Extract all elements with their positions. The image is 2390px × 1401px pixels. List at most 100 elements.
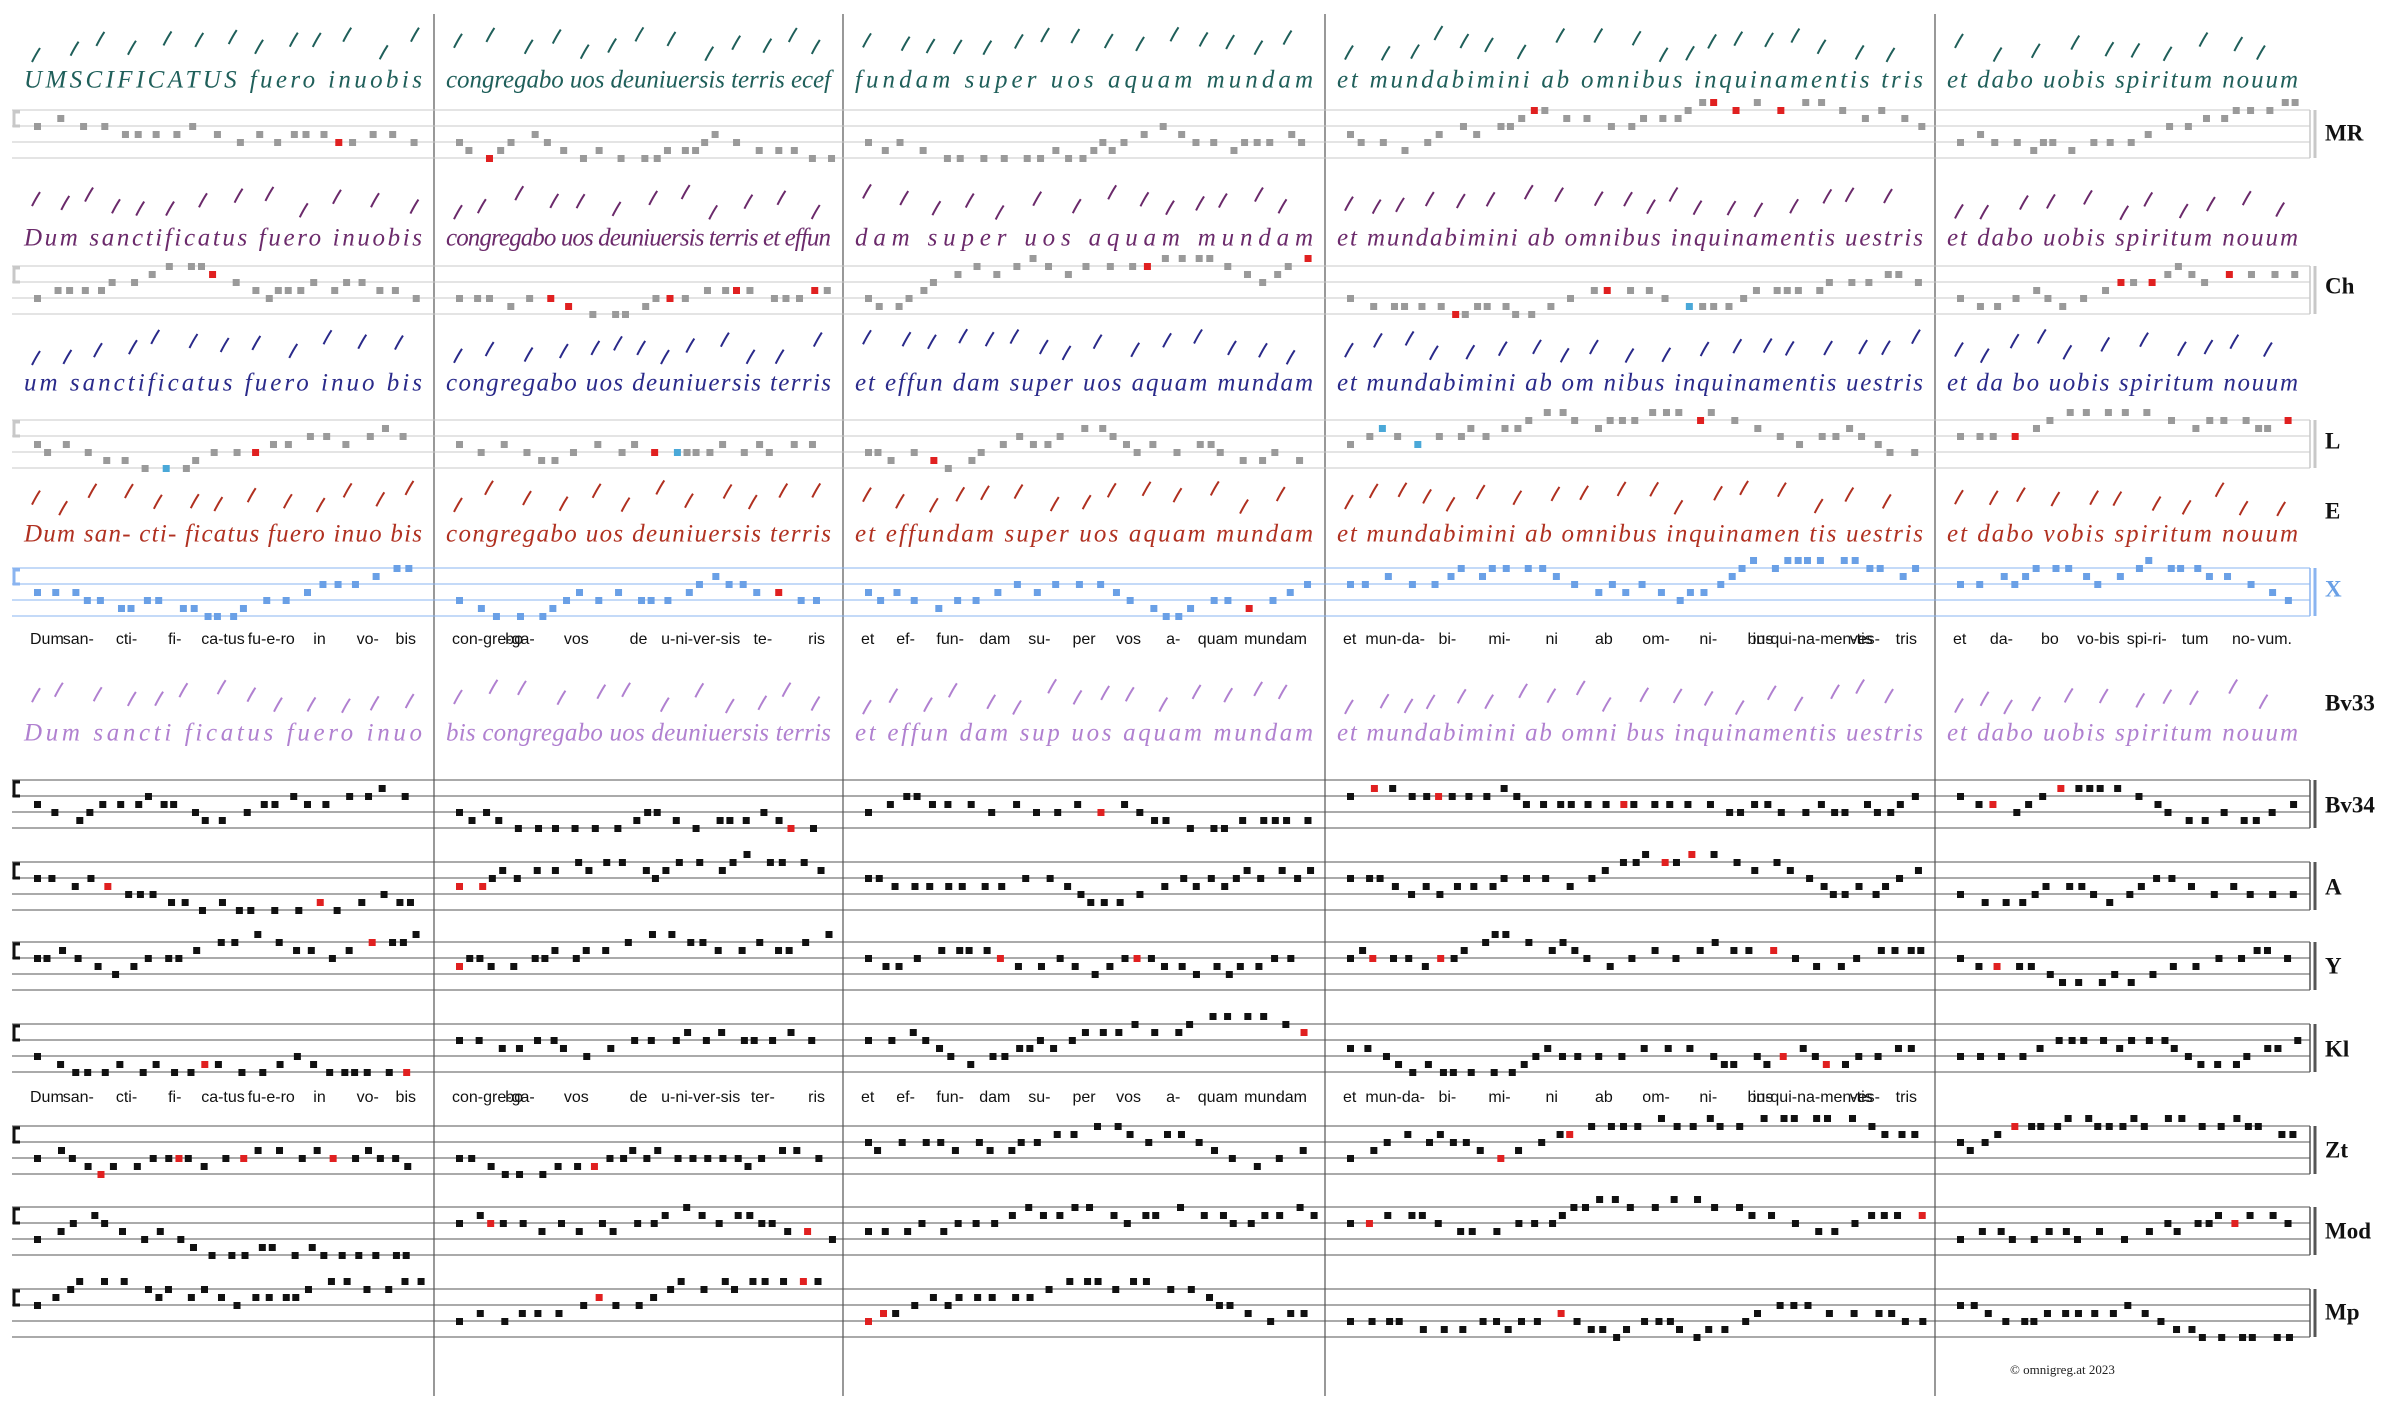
note bbox=[2291, 99, 2299, 106]
note bbox=[865, 449, 872, 456]
note bbox=[534, 1310, 542, 1317]
note bbox=[1583, 955, 1591, 962]
note bbox=[1525, 939, 1533, 946]
neume bbox=[31, 687, 41, 703]
syllable: vo-bis bbox=[2077, 631, 2120, 648]
note bbox=[1607, 1123, 1615, 1130]
note bbox=[1162, 613, 1170, 620]
neume bbox=[895, 493, 905, 509]
neume bbox=[370, 192, 380, 208]
note bbox=[1054, 809, 1062, 816]
manuscript-text: et mundabimini ab omnibus inquinamentis … bbox=[1337, 225, 1923, 252]
note bbox=[1366, 875, 1374, 882]
note bbox=[1408, 891, 1416, 898]
note bbox=[865, 295, 872, 302]
note bbox=[910, 449, 918, 456]
note bbox=[1764, 801, 1772, 808]
note bbox=[998, 883, 1006, 890]
neume bbox=[1141, 481, 1152, 497]
note bbox=[1391, 883, 1399, 890]
note bbox=[1595, 1053, 1603, 1060]
note bbox=[808, 1037, 816, 1044]
note bbox=[1497, 123, 1505, 130]
note bbox=[1195, 1139, 1203, 1146]
note bbox=[2028, 1123, 2036, 1130]
note bbox=[865, 1318, 872, 1325]
note bbox=[769, 1037, 777, 1044]
note bbox=[1570, 1204, 1578, 1211]
note bbox=[677, 1278, 685, 1285]
note bbox=[68, 1155, 76, 1162]
note bbox=[714, 947, 722, 954]
note bbox=[81, 287, 89, 294]
neume bbox=[1485, 191, 1496, 207]
note bbox=[1077, 891, 1085, 898]
note bbox=[1267, 1318, 1275, 1325]
note bbox=[559, 1045, 567, 1052]
neume bbox=[69, 41, 80, 57]
note bbox=[865, 809, 872, 816]
neume bbox=[685, 337, 696, 353]
note bbox=[1587, 1326, 1595, 1333]
note bbox=[456, 963, 463, 970]
note bbox=[1163, 1131, 1171, 1138]
note bbox=[1014, 963, 1022, 970]
note bbox=[875, 303, 883, 310]
note bbox=[2201, 817, 2209, 824]
note bbox=[1224, 1013, 1232, 1020]
note bbox=[738, 947, 746, 954]
note bbox=[1770, 947, 1778, 954]
note bbox=[758, 1155, 766, 1162]
note bbox=[2166, 123, 2174, 130]
note bbox=[376, 1155, 384, 1162]
note bbox=[76, 1278, 84, 1285]
note bbox=[329, 1155, 337, 1162]
note bbox=[2104, 409, 2112, 416]
note bbox=[1699, 303, 1707, 310]
note bbox=[189, 123, 197, 130]
note bbox=[192, 457, 200, 464]
note bbox=[1384, 1212, 1392, 1219]
note bbox=[618, 449, 626, 456]
note bbox=[647, 1037, 655, 1044]
note bbox=[2220, 809, 2228, 816]
neume bbox=[404, 693, 415, 709]
neume bbox=[986, 694, 997, 710]
note bbox=[1540, 801, 1548, 808]
note bbox=[2098, 979, 2106, 986]
note bbox=[650, 1294, 658, 1301]
note bbox=[2037, 1123, 2045, 1130]
neume bbox=[1784, 340, 1795, 356]
note bbox=[1822, 1061, 1830, 1068]
note bbox=[718, 867, 726, 874]
syllable: Dum bbox=[30, 631, 64, 648]
neume bbox=[1518, 683, 1528, 699]
note bbox=[638, 597, 646, 604]
neume bbox=[2263, 342, 2273, 358]
note bbox=[476, 1310, 484, 1317]
neume bbox=[298, 202, 309, 218]
note bbox=[1975, 801, 1983, 808]
note bbox=[1347, 793, 1354, 800]
note bbox=[800, 859, 808, 866]
note bbox=[1657, 589, 1665, 596]
note bbox=[1686, 589, 1694, 596]
neume bbox=[1601, 696, 1612, 712]
note bbox=[44, 449, 52, 456]
note bbox=[187, 263, 195, 270]
note bbox=[555, 1310, 563, 1317]
note bbox=[1571, 417, 1579, 424]
note bbox=[955, 1294, 963, 1301]
note bbox=[152, 1061, 160, 1068]
neume bbox=[246, 487, 257, 503]
neume bbox=[931, 200, 942, 216]
note bbox=[201, 817, 209, 824]
syllable: ef- bbox=[896, 631, 915, 648]
note bbox=[149, 891, 157, 898]
neume bbox=[745, 349, 756, 365]
note bbox=[1149, 441, 1157, 448]
neume bbox=[659, 697, 670, 713]
note bbox=[495, 817, 503, 824]
note bbox=[742, 817, 750, 824]
note bbox=[1099, 139, 1107, 146]
